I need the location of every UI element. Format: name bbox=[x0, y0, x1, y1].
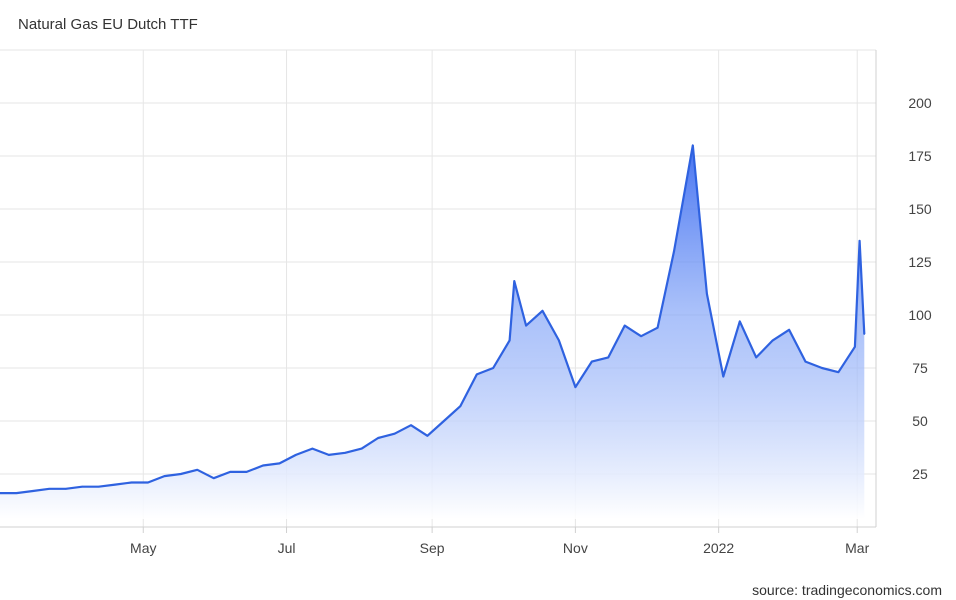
source-credit: source: tradingeconomics.com bbox=[752, 582, 942, 598]
data-point bbox=[360, 447, 363, 450]
data-point bbox=[443, 420, 445, 422]
data-point bbox=[163, 475, 166, 477]
data-point bbox=[640, 335, 642, 338]
y-tick-label: 175 bbox=[908, 148, 932, 164]
data-point bbox=[278, 462, 281, 465]
data-point bbox=[64, 488, 67, 490]
data-point bbox=[525, 324, 527, 327]
data-point bbox=[262, 464, 264, 467]
y-tick-label: 100 bbox=[908, 307, 932, 323]
y-tick-label: 200 bbox=[908, 95, 932, 111]
data-point bbox=[837, 371, 840, 374]
data-point bbox=[32, 490, 34, 492]
data-point bbox=[771, 339, 774, 342]
data-point bbox=[459, 405, 462, 407]
data-point bbox=[863, 333, 866, 335]
data-point bbox=[591, 360, 593, 363]
data-point bbox=[196, 468, 199, 471]
data-point bbox=[311, 447, 314, 450]
chart-title: Natural Gas EU Dutch TTF bbox=[18, 16, 198, 33]
data-point bbox=[377, 437, 379, 439]
data-point bbox=[541, 309, 544, 312]
data-point bbox=[722, 375, 725, 378]
data-point bbox=[738, 320, 741, 323]
data-point bbox=[426, 435, 429, 437]
data-point bbox=[854, 346, 856, 348]
data-point bbox=[692, 144, 694, 147]
data-point bbox=[48, 488, 51, 490]
data-point bbox=[147, 481, 149, 484]
data-point bbox=[706, 293, 708, 295]
data-point bbox=[15, 492, 18, 494]
data-point bbox=[245, 471, 248, 473]
y-tick-label: 25 bbox=[912, 466, 928, 482]
x-tick-label: 2022 bbox=[703, 540, 734, 556]
data-point bbox=[804, 360, 807, 363]
data-point bbox=[114, 483, 116, 486]
y-tick-label: 75 bbox=[912, 360, 928, 376]
data-point bbox=[295, 454, 297, 456]
x-tick-label: Nov bbox=[563, 540, 588, 556]
y-tick-label: 50 bbox=[912, 413, 928, 429]
y-tick-label: 125 bbox=[908, 254, 932, 270]
data-point bbox=[574, 386, 577, 388]
data-point bbox=[755, 356, 758, 359]
data-point bbox=[180, 473, 182, 475]
x-tick-label: May bbox=[130, 540, 156, 556]
data-point bbox=[130, 481, 133, 484]
data-point bbox=[508, 339, 511, 342]
chart-axes: 25 50 75 100 125 150 175 200 May Jul Sep Nov 2022 Mar bbox=[0, 50, 932, 556]
series-area bbox=[0, 145, 865, 519]
data-point bbox=[393, 432, 396, 435]
x-tick-label: Sep bbox=[420, 540, 445, 556]
data-point bbox=[821, 367, 823, 369]
data-point bbox=[344, 452, 347, 454]
data-point bbox=[673, 250, 675, 253]
y-tick-label: 150 bbox=[908, 201, 932, 217]
data-point bbox=[212, 477, 215, 480]
data-point bbox=[410, 424, 412, 427]
data-point bbox=[475, 373, 478, 376]
data-point bbox=[558, 339, 560, 342]
data-point bbox=[97, 485, 100, 488]
data-point bbox=[788, 329, 790, 331]
data-point bbox=[229, 471, 231, 473]
data-point bbox=[623, 324, 626, 327]
x-tick-label: Mar bbox=[845, 540, 869, 556]
area-layer bbox=[0, 144, 866, 519]
data-point bbox=[81, 485, 83, 488]
series-line bbox=[0, 144, 866, 495]
data-point bbox=[327, 454, 330, 456]
x-tick-label: Jul bbox=[278, 540, 296, 556]
data-point bbox=[0, 492, 1, 494]
data-point bbox=[607, 356, 610, 359]
data-point bbox=[858, 240, 861, 242]
data-point bbox=[513, 280, 516, 282]
data-point bbox=[656, 326, 659, 329]
data-point bbox=[492, 367, 494, 369]
